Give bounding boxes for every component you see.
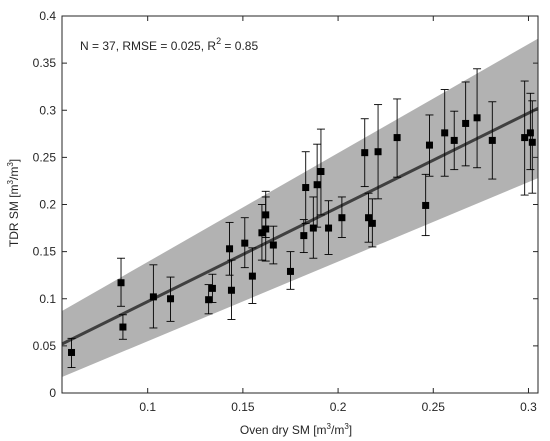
data-point xyxy=(338,214,346,222)
points-layer xyxy=(68,114,536,356)
data-point xyxy=(226,245,234,253)
data-point xyxy=(425,141,433,149)
data-point xyxy=(258,229,266,237)
data-point xyxy=(227,286,235,294)
x-tick-label: 0.15 xyxy=(231,400,255,414)
confidence-band xyxy=(62,38,538,377)
y-tick-label: 0.25 xyxy=(33,150,57,164)
data-point xyxy=(208,284,216,292)
error-bar xyxy=(528,100,537,194)
data-point xyxy=(313,181,321,189)
data-point xyxy=(528,138,536,146)
x-tick-label: 0.1 xyxy=(139,400,156,414)
data-point xyxy=(149,293,157,301)
data-point xyxy=(526,129,534,137)
data-point xyxy=(450,136,458,144)
y-axis-ticks: 0 0.05 0.1 0.15 0.2 0.25 0.3 0.35 0.4 xyxy=(33,9,538,400)
data-point xyxy=(325,224,333,232)
fit-line-layer xyxy=(61,107,539,346)
y-tick-label: 0 xyxy=(49,386,56,400)
data-point xyxy=(269,241,277,249)
data-point xyxy=(300,232,308,240)
y-tick-label: 0.2 xyxy=(39,198,56,212)
y-tick-label: 0.35 xyxy=(33,56,57,70)
data-point xyxy=(317,168,325,176)
data-point xyxy=(393,134,401,142)
data-point xyxy=(205,296,213,304)
data-point xyxy=(488,136,496,144)
data-point xyxy=(248,272,256,280)
data-point xyxy=(368,219,376,227)
data-point xyxy=(119,323,127,331)
confidence-band-layer xyxy=(62,38,538,377)
x-axis-ticks: 0.1 0.15 0.2 0.25 0.3 xyxy=(139,16,537,414)
stats-annotation: N = 37, RMSE = 0.025, R2 = 0.85 xyxy=(80,36,258,53)
data-point xyxy=(68,348,76,356)
data-point xyxy=(374,148,382,156)
data-point xyxy=(422,201,430,209)
y-tick-label: 0.1 xyxy=(39,292,56,306)
y-tick-label: 0.05 xyxy=(33,339,57,353)
x-axis-label: Oven dry SM [m3/m3] xyxy=(240,422,352,437)
x-tick-label: 0.2 xyxy=(330,400,347,414)
data-point xyxy=(302,184,310,192)
data-point xyxy=(462,119,470,127)
data-point xyxy=(262,211,270,219)
data-point xyxy=(365,214,373,222)
y-tick-label: 0.3 xyxy=(39,103,56,117)
data-point xyxy=(473,114,481,122)
data-point xyxy=(286,267,294,275)
data-point xyxy=(309,224,317,232)
data-point xyxy=(167,295,175,303)
y-axis-label: TDR SM [m3/m3] xyxy=(6,159,21,247)
y-tick-label: 0.15 xyxy=(33,245,57,259)
data-point xyxy=(361,149,369,157)
x-tick-label: 0.25 xyxy=(422,400,446,414)
data-point xyxy=(241,239,249,247)
data-point xyxy=(441,129,449,137)
data-point xyxy=(262,225,270,233)
fit-line xyxy=(61,107,539,346)
data-point xyxy=(521,134,529,142)
x-tick-label: 0.3 xyxy=(520,400,537,414)
y-tick-label: 0.4 xyxy=(39,9,56,23)
data-point xyxy=(117,279,125,287)
